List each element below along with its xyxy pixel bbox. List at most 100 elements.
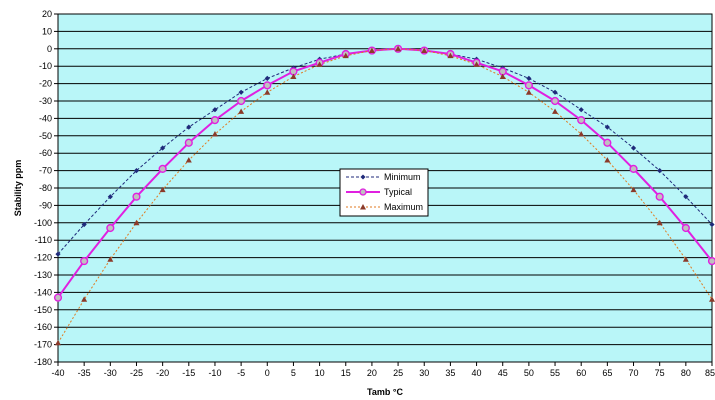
data-point-typical xyxy=(132,192,141,201)
data-point-maximum xyxy=(264,89,271,95)
data-point-minimum xyxy=(238,89,244,95)
x-tick-label: 45 xyxy=(498,368,508,378)
y-tick-label: 0 xyxy=(47,44,52,54)
data-point-typical xyxy=(655,192,664,201)
data-point-typical xyxy=(53,293,63,302)
y-tick-label: -140 xyxy=(34,287,52,297)
x-tick-label: 55 xyxy=(550,368,560,378)
y-tick-label: -170 xyxy=(34,340,52,350)
data-point-maximum xyxy=(395,45,402,52)
legend-triangle-marker-icon xyxy=(360,204,366,210)
data-point-maximum xyxy=(709,296,715,302)
y-tick-label: -60 xyxy=(39,148,52,158)
data-point-typical xyxy=(707,256,715,266)
legend-label-typical: Typical xyxy=(384,187,412,197)
data-point-maximum xyxy=(552,108,559,114)
y-tick-label: -20 xyxy=(39,79,52,89)
x-tick-label: 5 xyxy=(291,368,296,378)
x-tick-label: 70 xyxy=(629,368,639,378)
y-tick-label: -110 xyxy=(35,235,52,245)
y-tick-label: 10 xyxy=(42,26,52,36)
data-point-maximum xyxy=(630,186,637,193)
y-tick-label: -40 xyxy=(39,113,52,123)
data-point-minimum xyxy=(133,168,140,174)
x-tick-label: 40 xyxy=(472,368,482,378)
x-tick-label: 50 xyxy=(524,368,534,378)
data-point-minimum xyxy=(160,145,166,151)
series-lines xyxy=(53,44,715,346)
x-tick-label: -30 xyxy=(104,368,117,378)
x-tick-label: 60 xyxy=(576,368,586,378)
x-tick-label: 85 xyxy=(705,368,715,378)
y-tick-label: -120 xyxy=(34,253,52,263)
x-axis-title: Tamb °C xyxy=(367,387,403,397)
data-point-maximum xyxy=(159,186,166,193)
data-point-maximum xyxy=(55,339,61,346)
data-point-typical xyxy=(237,96,246,106)
y-axis-ticks: -180-170-160-150-140-130-120-110-100-90-… xyxy=(34,9,58,367)
y-tick-label: -80 xyxy=(39,183,52,193)
legend-item-maximum: Maximum xyxy=(346,202,423,212)
x-tick-label: -40 xyxy=(51,368,64,378)
y-tick-label: -50 xyxy=(39,131,52,141)
y-tick-label: -100 xyxy=(34,218,52,228)
x-tick-label: 80 xyxy=(681,368,691,378)
data-point-minimum xyxy=(186,124,192,130)
y-tick-label: 20 xyxy=(42,9,52,19)
y-tick-label: -30 xyxy=(39,96,52,106)
data-point-maximum xyxy=(682,256,689,262)
data-point-maximum xyxy=(447,52,454,59)
data-point-typical xyxy=(681,223,690,233)
data-point-maximum xyxy=(107,256,114,262)
legend-label-minimum: Minimum xyxy=(384,172,421,182)
x-tick-label: 35 xyxy=(445,368,455,378)
data-point-maximum xyxy=(421,47,428,53)
x-tick-label: -10 xyxy=(208,368,221,378)
y-tick-label: -70 xyxy=(39,166,52,176)
data-point-minimum xyxy=(683,194,689,200)
data-point-minimum xyxy=(264,75,270,81)
data-point-maximum xyxy=(211,131,218,137)
legend-label-maximum: Maximum xyxy=(384,202,423,212)
data-point-minimum xyxy=(657,168,663,174)
x-tick-label: 20 xyxy=(367,368,377,378)
series-line-maximum xyxy=(57,48,713,344)
x-tick-label: 30 xyxy=(419,368,429,378)
data-point-minimum xyxy=(709,221,715,228)
x-tick-label: -5 xyxy=(237,368,245,378)
x-tick-label: 15 xyxy=(341,368,351,378)
data-point-minimum xyxy=(604,124,610,130)
data-point-maximum xyxy=(525,89,532,95)
data-point-typical xyxy=(577,116,586,125)
data-point-minimum xyxy=(630,145,637,151)
legend-circle-marker-icon xyxy=(359,188,367,196)
data-point-minimum xyxy=(578,107,584,113)
y-tick-label: -160 xyxy=(34,322,52,332)
data-point-minimum xyxy=(107,194,113,200)
data-point-typical xyxy=(106,223,115,233)
data-point-maximum xyxy=(604,157,611,163)
x-tick-label: -35 xyxy=(78,368,91,378)
data-point-typical xyxy=(184,138,193,147)
data-point-maximum xyxy=(133,219,140,226)
y-tick-label: -150 xyxy=(34,305,52,315)
data-point-minimum xyxy=(81,221,87,228)
data-point-maximum xyxy=(316,61,323,67)
x-tick-label: -25 xyxy=(130,368,143,378)
data-point-minimum xyxy=(55,251,61,257)
x-tick-label: 25 xyxy=(393,368,403,378)
x-tick-label: -15 xyxy=(182,368,195,378)
x-tick-label: 0 xyxy=(265,368,270,378)
data-point-maximum xyxy=(290,73,297,80)
legend-diamond-marker-icon xyxy=(360,174,366,180)
y-tick-label: -130 xyxy=(34,270,52,280)
x-tick-label: -20 xyxy=(156,368,169,378)
data-point-typical xyxy=(629,164,638,173)
y-tick-label: -10 xyxy=(39,61,52,71)
data-point-maximum xyxy=(81,296,88,302)
data-point-typical xyxy=(210,116,220,125)
data-point-maximum xyxy=(578,131,585,137)
series-line-typical xyxy=(57,47,713,299)
data-point-minimum xyxy=(212,107,218,113)
